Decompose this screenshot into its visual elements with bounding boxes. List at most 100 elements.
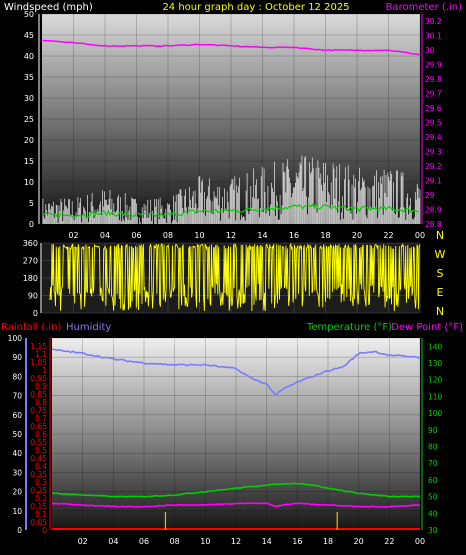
wind-tick-label: 20	[24, 136, 34, 145]
rain-tick-label: 0.8	[35, 398, 47, 407]
rain-tick-label: 0.95	[30, 374, 47, 383]
temperature-tick-label: 30	[428, 526, 438, 535]
baro-tick-label: 29.1	[425, 177, 442, 186]
time-tick-label: 22	[384, 537, 394, 546]
humidity-tick-label: 30	[12, 468, 22, 477]
rain-tick-label: 0.4	[35, 462, 47, 471]
humidity-tick-label: 90	[12, 353, 22, 362]
time-tick-label: 12	[226, 231, 236, 240]
humidity-tick-label: 40	[12, 449, 22, 458]
time-tick-label: 02	[68, 231, 78, 240]
temperature-tick-label: 90	[428, 426, 438, 435]
baro-axis-title: Barometer (.in)	[386, 2, 462, 13]
temperature-tick-label: 60	[428, 476, 438, 485]
direction-tick-label: 90	[28, 292, 38, 301]
wind-average-line	[41, 202, 419, 219]
wind-tick-label: 50	[24, 10, 34, 19]
rain-tick-label: 0.65	[30, 422, 47, 431]
time-tick-label: 16	[292, 537, 302, 546]
rain-axis-title: Rainfall (.in)	[1, 322, 62, 333]
compass-label: S	[437, 267, 444, 280]
time-tick-label: 14	[262, 537, 272, 546]
dewpoint-axis-title: Dew Point (°F)	[391, 322, 463, 333]
wind-tick-label: 15	[24, 157, 34, 166]
baro-tick-label: 29.9	[425, 61, 442, 70]
chart-title: 24 hour graph day : October 12 2025	[162, 2, 349, 13]
rain-tick-label: 0.25	[30, 486, 47, 495]
humidity-tick-label: 80	[12, 372, 22, 381]
temperature-tick-label: 40	[428, 509, 438, 518]
direction-series	[49, 242, 421, 312]
humidity-line	[51, 348, 421, 397]
rain-tick-label: 0.85	[30, 390, 47, 399]
dewpoint-line	[51, 502, 421, 508]
humidity-tick-label: 60	[12, 411, 22, 420]
rain-tick-label: 1.05	[30, 358, 47, 367]
time-tick-label: 06	[131, 231, 141, 240]
time-tick-label: 22	[383, 231, 393, 240]
humidity-tick-label: 50	[12, 430, 22, 439]
humidity-axis-title: Humidity	[66, 322, 111, 333]
time-tick-label: 08	[170, 537, 180, 546]
wind-tick-label: 5	[29, 199, 34, 208]
baro-tick-label: 28.8	[425, 220, 442, 229]
rain-tick-label: 0.7	[35, 414, 47, 423]
direction-tick-label: 180	[23, 274, 38, 283]
time-tick-label: 10	[200, 537, 210, 546]
temperature-tick-label: 140	[428, 342, 443, 351]
time-tick-label: 20	[352, 231, 362, 240]
time-tick-label: 04	[100, 231, 110, 240]
baro-tick-label: 29	[425, 191, 435, 200]
rain-tick-label: 0.9	[35, 382, 47, 391]
baro-tick-label: 29.4	[425, 133, 442, 142]
rain-tick-label: 0.1	[35, 510, 47, 519]
baro-tick-label: 29.2	[425, 162, 442, 171]
temperature-axis-title: Temperature (°F)	[306, 322, 392, 333]
bottom-axes: 010203040506070809010000.050.10.150.20.2…	[8, 334, 443, 546]
rain-tick-label: 0.75	[30, 406, 47, 415]
time-tick-label: 12	[231, 537, 241, 546]
direction-tick-label: 360	[23, 239, 38, 248]
top-series	[41, 39, 421, 224]
rain-tick-label: 1.15	[30, 342, 47, 351]
time-tick-label: 16	[289, 231, 299, 240]
baro-tick-label: 29.7	[425, 90, 442, 99]
temperature-tick-label: 80	[428, 443, 438, 452]
rain-tick-label: 0.2	[35, 494, 47, 503]
temperature-tick-label: 50	[428, 493, 438, 502]
wind-direction-trace	[49, 242, 421, 312]
baro-tick-label: 28.9	[425, 206, 442, 215]
wind-tick-label: 25	[24, 115, 34, 124]
direction-tick-label: 0	[33, 309, 38, 318]
time-tick-label: 02	[78, 537, 88, 546]
temperature-tick-label: 110	[428, 392, 443, 401]
rain-tick-label: 0	[42, 526, 47, 535]
wind-tick-label: 40	[24, 52, 34, 61]
temperature-tick-label: 120	[428, 376, 443, 385]
time-tick-label: 10	[194, 231, 204, 240]
wind-tick-label: 30	[24, 94, 34, 103]
time-tick-label: 20	[354, 537, 364, 546]
compass-label: W	[435, 248, 446, 261]
baro-tick-label: 30	[425, 46, 435, 55]
rain-tick-label: 0.15	[30, 502, 47, 511]
baro-tick-label: 29.5	[425, 119, 442, 128]
time-tick-label: 18	[323, 537, 333, 546]
rain-tick-label: 0.45	[30, 454, 47, 463]
baro-tick-label: 29.6	[425, 104, 442, 113]
rain-tick-label: 0.05	[30, 518, 47, 527]
wind-tick-label: 35	[24, 73, 34, 82]
humidity-tick-label: 100	[8, 334, 23, 343]
bottom-series	[51, 348, 421, 530]
time-tick-label: 18	[320, 231, 330, 240]
wind-tick-label: 45	[24, 31, 34, 40]
compass-label: N	[436, 229, 444, 242]
rain-tick-label: 0.35	[30, 470, 47, 479]
rain-tick-label: 1	[42, 366, 47, 375]
baro-tick-label: 30.2	[425, 17, 442, 26]
humidity-tick-label: 20	[12, 488, 22, 497]
humidity-tick-label: 70	[12, 392, 22, 401]
top-axes: 0 5 10 15 20 25 30 35 40 45 50 28.8 28.9 29 29.1 29.2 29…	[24, 10, 442, 240]
